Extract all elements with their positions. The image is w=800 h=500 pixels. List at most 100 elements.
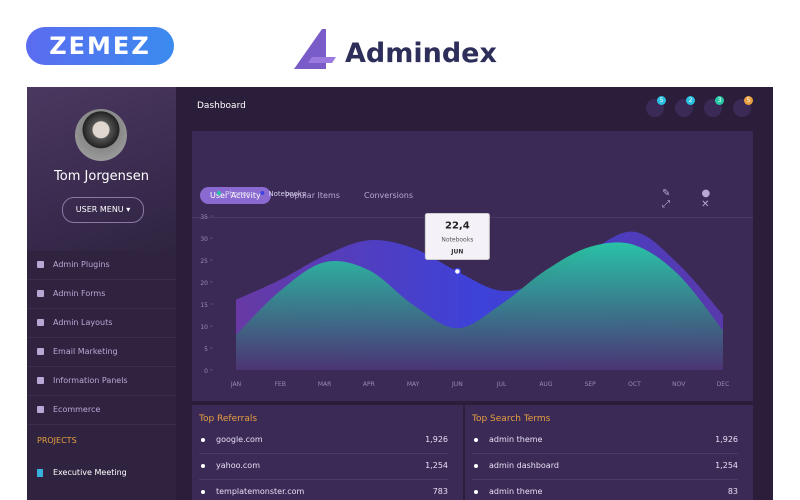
x-tick-label: APR bbox=[363, 381, 375, 388]
menu-icon bbox=[37, 261, 44, 268]
row-label[interactable]: admin dashboard bbox=[489, 461, 559, 470]
y-tick-label: 0 bbox=[204, 368, 208, 375]
legend-marker bbox=[260, 191, 265, 195]
row-label[interactable]: admin theme bbox=[489, 435, 543, 444]
x-tick-label: DEC bbox=[717, 381, 730, 388]
row-count: 1,254 bbox=[425, 461, 448, 470]
menu-icon bbox=[37, 377, 44, 384]
y-tick-label: 15 bbox=[200, 302, 208, 309]
table-row: google.com 1,926 bbox=[199, 427, 448, 454]
y-tick-label: 35 bbox=[200, 214, 208, 221]
tab[interactable]: User Activity bbox=[200, 187, 271, 204]
sidebar: Tom Jorgensen USER MENU ▾ Admin Plugins A… bbox=[27, 87, 176, 500]
menu-icon bbox=[37, 290, 44, 297]
y-tick-label: 5 bbox=[204, 346, 208, 353]
menu-item[interactable]: Admin Plugins bbox=[27, 251, 176, 280]
legend-marker bbox=[217, 191, 221, 195]
row-label[interactable]: yahoo.com bbox=[216, 461, 260, 470]
row-count: 783 bbox=[432, 487, 448, 496]
badge: 5 bbox=[744, 96, 753, 105]
tab[interactable]: Conversions bbox=[364, 191, 414, 200]
bullet bbox=[201, 438, 205, 442]
x-tick-label: MAR bbox=[318, 381, 331, 388]
badge: 3 bbox=[715, 96, 724, 105]
tooltip-category: JUN bbox=[450, 248, 463, 255]
product-name: Admindex bbox=[345, 38, 497, 69]
menu-item[interactable]: Admin Forms bbox=[27, 280, 176, 309]
y-tick-label: 30 bbox=[200, 236, 208, 243]
panel-title: Top Search Terms bbox=[472, 414, 551, 424]
referrals-panel: Top Referrals google.com 1,926 yahoo.com 1,2… bbox=[192, 405, 463, 500]
menu-label: Email Marketing bbox=[53, 347, 118, 356]
menu-item[interactable]: Information Panels bbox=[27, 367, 176, 396]
product-logo-icon bbox=[294, 29, 336, 69]
menu-icon bbox=[37, 319, 44, 326]
area bbox=[236, 242, 723, 370]
table-row: admin dashboard 1,254 bbox=[472, 453, 738, 480]
badge: 5 bbox=[657, 96, 666, 105]
x-tick-label: AUG bbox=[539, 381, 552, 388]
profile-panel: Tom Jorgensen USER MENU ▾ bbox=[27, 87, 176, 251]
x-tick-label: OCT bbox=[628, 381, 641, 388]
data-point bbox=[453, 267, 462, 276]
x-tick-label: JUN bbox=[451, 381, 463, 388]
bullet bbox=[474, 490, 478, 494]
menu-item[interactable]: Ecommerce bbox=[27, 396, 176, 425]
menu-item[interactable]: Admin Layouts bbox=[27, 309, 176, 338]
bullet bbox=[474, 464, 478, 468]
panel-title: Top Referrals bbox=[199, 414, 258, 424]
menu-item[interactable]: Email Marketing bbox=[27, 338, 176, 367]
card-tools[interactable]: ✎ ● ⤢ ✕ bbox=[662, 188, 725, 210]
bullet bbox=[201, 490, 205, 494]
row-count: 1,254 bbox=[715, 461, 738, 470]
tab[interactable]: Popular Items bbox=[285, 191, 340, 200]
project-icon bbox=[37, 469, 43, 477]
bullet bbox=[201, 464, 205, 468]
section-label: PROJECTS bbox=[37, 436, 77, 445]
y-tick-label: 25 bbox=[200, 258, 208, 265]
search-terms-panel: Top Search Terms admin theme 1,926 admin da… bbox=[465, 405, 753, 500]
x-tick-label: JUL bbox=[496, 381, 507, 388]
x-tick-label: FEB bbox=[275, 381, 286, 388]
menu-icon bbox=[37, 348, 44, 355]
row-count: 1,926 bbox=[425, 435, 448, 444]
vendor-logo[interactable]: ZEMEZ bbox=[26, 27, 174, 65]
x-tick-label: JAN bbox=[230, 381, 241, 388]
page-title: Dashboard bbox=[197, 101, 246, 111]
x-tick-label: SEP bbox=[585, 381, 597, 388]
table-row: admin theme 1,926 bbox=[472, 427, 738, 454]
legend-label: Phones bbox=[225, 190, 251, 198]
row-label[interactable]: templatemonster.com bbox=[216, 487, 305, 496]
bullet bbox=[474, 438, 478, 442]
row-label[interactable]: admin theme bbox=[489, 487, 543, 496]
tooltip-series: Notebooks bbox=[441, 236, 473, 243]
table-row: yahoo.com 1,254 bbox=[199, 453, 448, 480]
y-tick-label: 20 bbox=[200, 280, 208, 287]
x-tick-label: NOV bbox=[672, 381, 686, 388]
user-name: Tom Jorgensen bbox=[54, 169, 149, 184]
table-row: templatemonster.com 783 bbox=[199, 479, 448, 500]
x-tick-label: MAY bbox=[407, 381, 420, 388]
tooltip bbox=[424, 212, 490, 260]
legend-label: Notebooks bbox=[268, 190, 306, 198]
badge: 2 bbox=[686, 96, 695, 105]
menu-label: Information Panels bbox=[53, 376, 128, 385]
menu-label: Ecommerce bbox=[53, 405, 101, 414]
avatar bbox=[75, 109, 127, 161]
menu-label: Admin Forms bbox=[53, 289, 106, 298]
row-label[interactable]: google.com bbox=[216, 435, 263, 444]
menu-label: Admin Plugins bbox=[53, 260, 110, 269]
chart: 0 5 10 15 20 25 30 35 JAN FEB MAR APR MAY JUN JUL AUG SE… bbox=[200, 190, 730, 388]
y-tick-label: 10 bbox=[200, 324, 208, 331]
menu-label: Admin Layouts bbox=[53, 318, 113, 327]
project-item[interactable]: Executive Meeting bbox=[53, 468, 127, 477]
app-frame: Tom Jorgensen USER MENU ▾ Admin Plugins A… bbox=[27, 87, 773, 500]
tooltip-value: 22,4 bbox=[445, 220, 470, 231]
user-menu-button[interactable]: USER MENU ▾ bbox=[62, 197, 144, 223]
table-row: admin theme 83 bbox=[472, 479, 738, 500]
row-count: 83 bbox=[727, 487, 738, 496]
row-count: 1,926 bbox=[715, 435, 738, 444]
menu-icon bbox=[37, 406, 44, 413]
user-menu-label: USER MENU bbox=[75, 205, 124, 214]
